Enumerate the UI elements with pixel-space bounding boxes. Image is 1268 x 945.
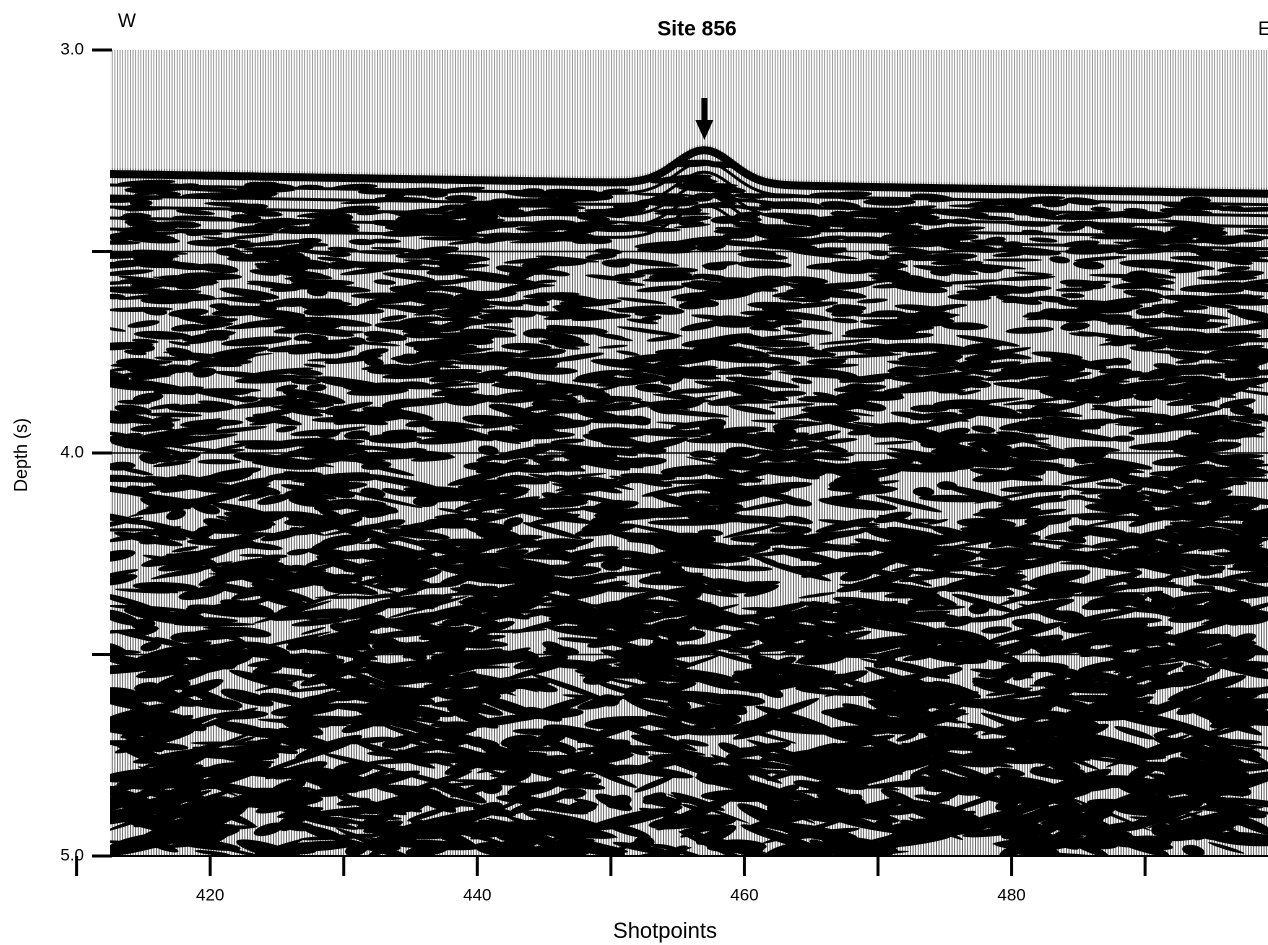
- west-label: W: [118, 11, 136, 32]
- y-tick-label: 5.0: [60, 845, 84, 864]
- x-axis-title: Shotpoints: [613, 918, 717, 943]
- y-tick-label: 3.0: [60, 39, 84, 58]
- x-tick-label: 440: [463, 885, 491, 904]
- chart-title: Site 856: [657, 18, 736, 41]
- x-tick-label: 460: [730, 885, 758, 904]
- reflection-blob: [174, 622, 255, 626]
- y-tick-label: 4.0: [60, 442, 84, 461]
- seismic-section: [72, 50, 1268, 875]
- reflection-blob: [849, 640, 913, 643]
- reflection-blob: [690, 450, 716, 458]
- y-axis-title: Depth (s): [11, 418, 31, 492]
- reflection-blob: [359, 614, 385, 621]
- east-label: E: [1258, 19, 1268, 40]
- reflection-blob: [456, 550, 479, 554]
- x-tick-label: 480: [997, 885, 1025, 904]
- x-tick-label: 420: [196, 885, 224, 904]
